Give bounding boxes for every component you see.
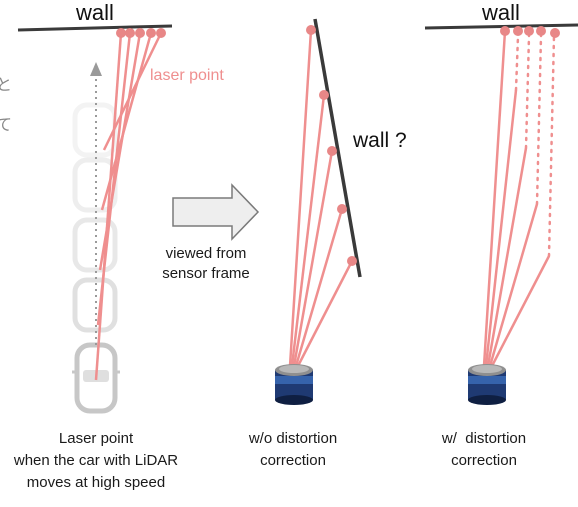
caption-right-line1: w/ distortion [441,430,527,447]
wall-left-line [17,24,173,32]
car-ghost [72,217,118,273]
laser-point [327,146,337,156]
caption-left: Laser point when the car with LiDAR move… [0,428,192,494]
left-laser-points [116,28,166,38]
right-laser-points [500,26,560,38]
laser-point [337,204,347,214]
wall-question-label: wall ? [352,129,407,152]
laser-line [296,260,354,367]
transform-arrow [172,183,260,241]
laser-line [482,30,507,367]
laser-point [319,90,329,100]
cropped-glyph: て [0,117,12,134]
laser-line [490,255,551,367]
right-corrected-extensions [514,34,556,258]
laser-line [292,150,334,367]
cropped-glyph: と [0,77,12,94]
right-panel: wall [424,0,578,405]
viewed-from-line2: sensor frame [162,265,250,282]
laser-point [146,28,156,38]
laser-point [347,256,357,266]
wall-left-label: wall [75,0,114,25]
lidar-sensor-icon [275,364,313,405]
corrected-extension [547,34,556,258]
lidar-sensor-icon [468,364,506,405]
wall-skewed-line [313,18,362,278]
car-ghost [72,102,118,158]
laser-point [536,26,546,36]
laser-point [524,26,534,36]
laser-point [135,28,145,38]
caption-right-line2: correction [451,452,517,469]
laser-line [484,89,518,367]
middle-laser-points [306,25,357,266]
right-laser-lines [482,30,551,367]
wall-right-line [424,23,578,30]
motion-arrow-head [90,62,102,76]
laser-line [102,32,163,151]
corrected-extension [514,34,520,92]
caption-left-line3: moves at high speed [26,474,166,491]
laser-line [98,32,142,271]
laser-line [486,147,528,367]
caption-left-line2: when the car with LiDAR [13,452,179,469]
laser-line [290,94,326,367]
laser-point-label: laser point [150,67,224,84]
middle-laser-lines [288,29,354,367]
laser-line [94,32,123,381]
left-panel: wall [0,0,224,414]
caption-right: w/ distortion correction [420,428,548,472]
laser-point [125,28,135,38]
middle-panel: wall ? [275,18,407,405]
laser-point [306,25,316,35]
corrected-extension [524,34,531,150]
block-arrow [172,183,260,241]
caption-middle: w/o distortion correction [230,428,356,472]
laser-point [513,26,523,36]
car-ghost [72,277,118,333]
laser-point [156,28,166,38]
laser-point [550,28,560,38]
laser-point [116,28,126,38]
laser-point [500,26,510,36]
laser-line [294,208,344,367]
laser-line [488,203,539,367]
wall-right-label: wall [481,0,520,25]
laser-line [100,32,153,211]
left-laser-lines [94,32,163,381]
caption-middle-line1: w/o distortion [248,430,338,447]
caption-middle-line2: correction [260,452,326,469]
corrected-extension [535,34,543,206]
laser-line [96,32,132,326]
viewed-from-line1: viewed from [166,245,247,262]
caption-left-line1: Laser point [58,430,134,447]
laser-line [288,29,313,367]
